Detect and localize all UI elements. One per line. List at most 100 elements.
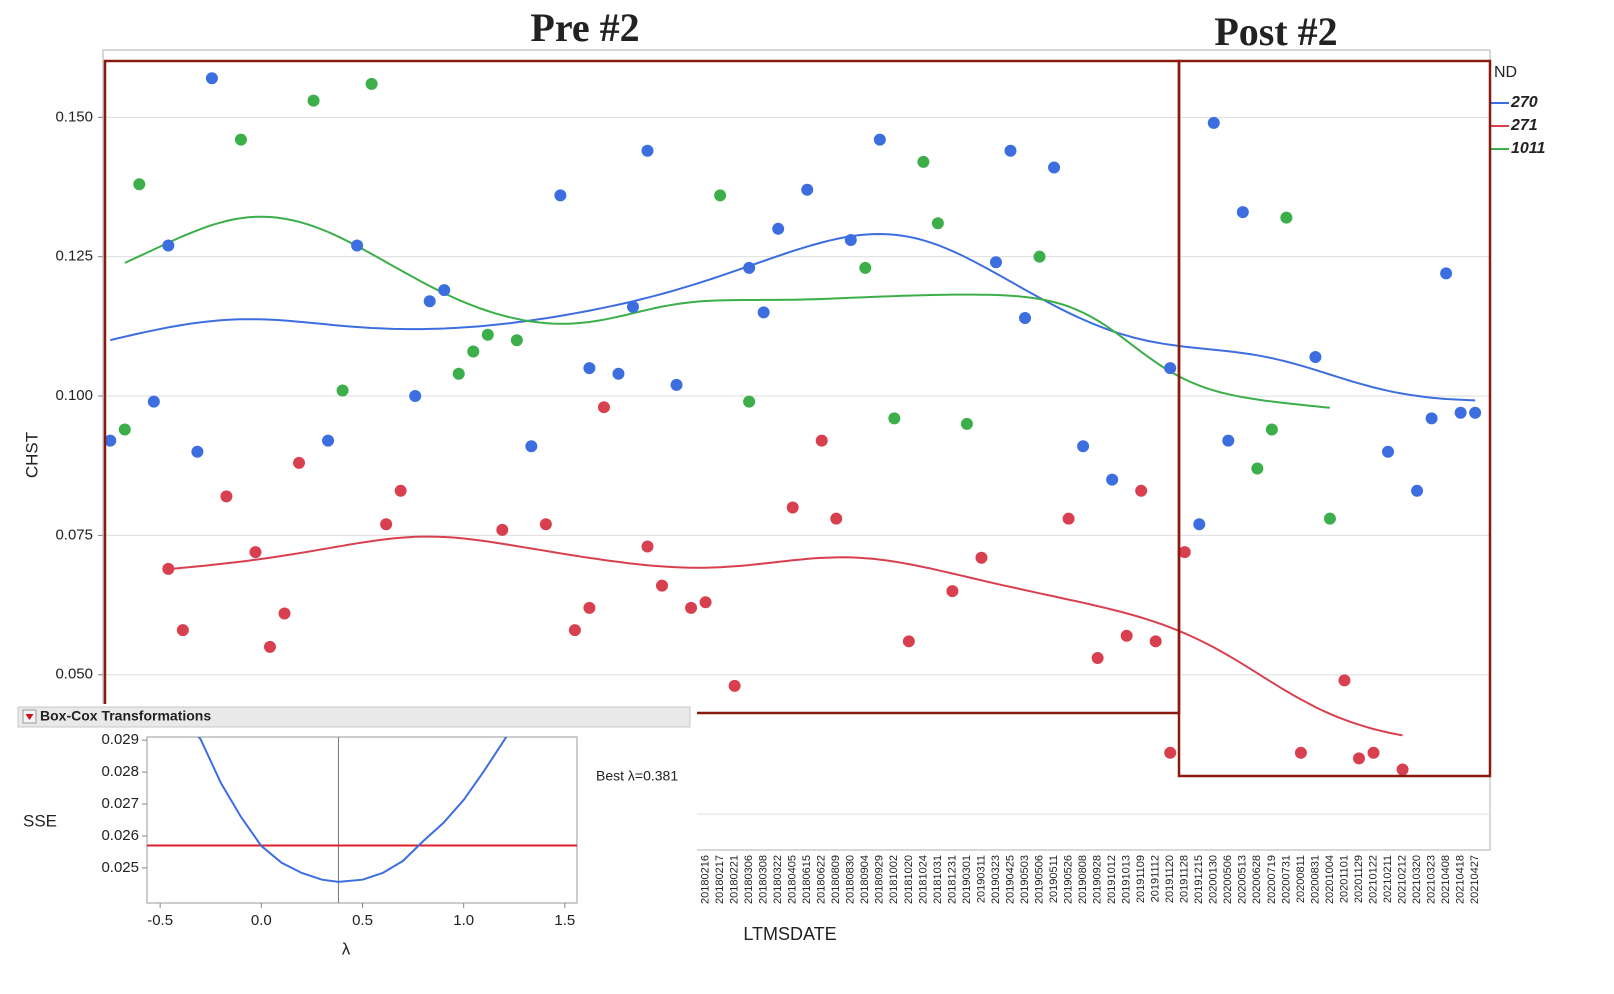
x-tick-label: 20190928 — [1092, 855, 1104, 904]
x-tick-label: 20180622 — [816, 855, 828, 904]
x-tick-label: 20180904 — [859, 855, 871, 904]
data-point — [1222, 434, 1235, 447]
x-tick-label: 20200130 — [1208, 855, 1220, 904]
x-tick-label: 20181020 — [903, 855, 915, 904]
x-tick-label: 20200506 — [1222, 855, 1234, 904]
data-point — [641, 144, 654, 157]
x-tick-label: 20180615 — [801, 855, 813, 904]
x-tick-label: 20200628 — [1251, 855, 1263, 904]
x-tick-label: 20180216 — [699, 855, 711, 904]
x-tick-label: 20191013 — [1121, 855, 1133, 904]
x-tick-label: 1.5 — [554, 912, 575, 929]
x-tick-label: 20190311 — [975, 855, 987, 903]
data-point — [757, 306, 770, 319]
y-tick-label: 0.075 — [55, 526, 93, 543]
data-point — [104, 434, 117, 447]
data-point — [234, 133, 247, 146]
data-point — [1120, 629, 1133, 642]
data-point — [1033, 250, 1046, 263]
data-point — [1135, 484, 1148, 497]
data-point — [1164, 746, 1177, 759]
data-point — [1193, 518, 1206, 531]
data-point — [1077, 440, 1090, 453]
data-point — [902, 635, 915, 648]
y-axis-label: SSE — [23, 811, 57, 830]
data-point — [1382, 445, 1395, 458]
data-point — [1440, 267, 1453, 280]
data-point — [612, 367, 625, 380]
x-tick-label: 20181024 — [917, 855, 929, 904]
data-point — [525, 440, 538, 453]
data-point — [946, 585, 959, 598]
data-point — [452, 367, 465, 380]
data-point — [888, 412, 901, 425]
x-tick-label: 20190301 — [961, 855, 973, 904]
x-tick-label: 20210122 — [1367, 855, 1379, 904]
data-point — [1294, 746, 1307, 759]
x-tick-label: 20180929 — [874, 855, 886, 904]
data-point — [568, 624, 581, 637]
panel-header — [17, 706, 691, 728]
x-tick-label: 20190526 — [1062, 855, 1074, 904]
data-point — [1106, 473, 1119, 486]
data-point — [133, 178, 146, 191]
data-point — [975, 551, 988, 564]
data-point — [1338, 674, 1351, 687]
boxcox-frame — [146, 736, 578, 904]
data-point — [423, 295, 436, 308]
data-point — [293, 456, 306, 469]
legend-label: 1011 — [1511, 140, 1546, 157]
x-tick-label: 20191112 — [1150, 855, 1162, 902]
x-tick-label: 20200831 — [1309, 855, 1321, 904]
data-point — [801, 183, 814, 196]
data-point — [1280, 211, 1293, 224]
main-plot: 0.0250.0500.0750.1000.1250.1502018021620… — [22, 64, 1545, 944]
y-tick-label: 0.026 — [101, 827, 139, 844]
y-tick-label: 0.028 — [101, 763, 139, 780]
x-tick-label: 20191109 — [1135, 855, 1147, 903]
x-tick-label: 20210408 — [1440, 855, 1452, 904]
x-tick-label: 20191120 — [1164, 855, 1176, 903]
data-point — [1236, 206, 1249, 219]
x-tick-label: 20210418 — [1455, 855, 1467, 904]
x-tick-label: 20210212 — [1396, 855, 1408, 904]
smoother-curve — [110, 232, 1476, 402]
data-point — [815, 434, 828, 447]
data-point — [1396, 763, 1409, 776]
x-tick-label: 20190808 — [1077, 855, 1089, 904]
x-tick-label: 0.0 — [251, 912, 272, 929]
data-point — [1149, 635, 1162, 648]
x-tick-label: 20210427 — [1469, 855, 1481, 904]
y-tick-label: 0.029 — [101, 731, 139, 748]
y-tick-label: 0.100 — [55, 387, 93, 404]
x-tick-label: 20200731 — [1280, 855, 1292, 904]
pre-box — [103, 59, 1181, 715]
data-point — [510, 334, 523, 347]
data-point — [1265, 423, 1278, 436]
data-point — [1251, 462, 1264, 475]
data-point — [1178, 546, 1191, 559]
panel-background — [15, 704, 697, 962]
data-point — [351, 239, 364, 252]
data-point — [1309, 351, 1322, 364]
data-point — [670, 378, 683, 391]
x-axis-label: λ — [342, 939, 351, 958]
data-point — [1411, 484, 1424, 497]
annotation: Pre #2 — [530, 5, 639, 50]
data-point — [191, 445, 204, 458]
x-axis-label: LTMSDATE — [743, 924, 836, 944]
data-point — [873, 133, 886, 146]
x-tick-label: 20201004 — [1324, 855, 1336, 904]
y-tick-label: 0.150 — [55, 108, 93, 125]
data-point — [960, 417, 973, 430]
x-tick-label: 20180809 — [830, 855, 842, 904]
data-point — [263, 640, 276, 653]
x-tick-label: 20180322 — [772, 855, 784, 904]
x-tick-label: 20181231 — [946, 855, 958, 904]
data-point — [496, 523, 509, 536]
data-point — [322, 434, 335, 447]
x-tick-label: 20180217 — [714, 855, 726, 904]
data-point — [1454, 406, 1467, 419]
panel-title: Box-Cox Transformations — [40, 708, 211, 724]
x-tick-label: 20200513 — [1237, 855, 1249, 904]
